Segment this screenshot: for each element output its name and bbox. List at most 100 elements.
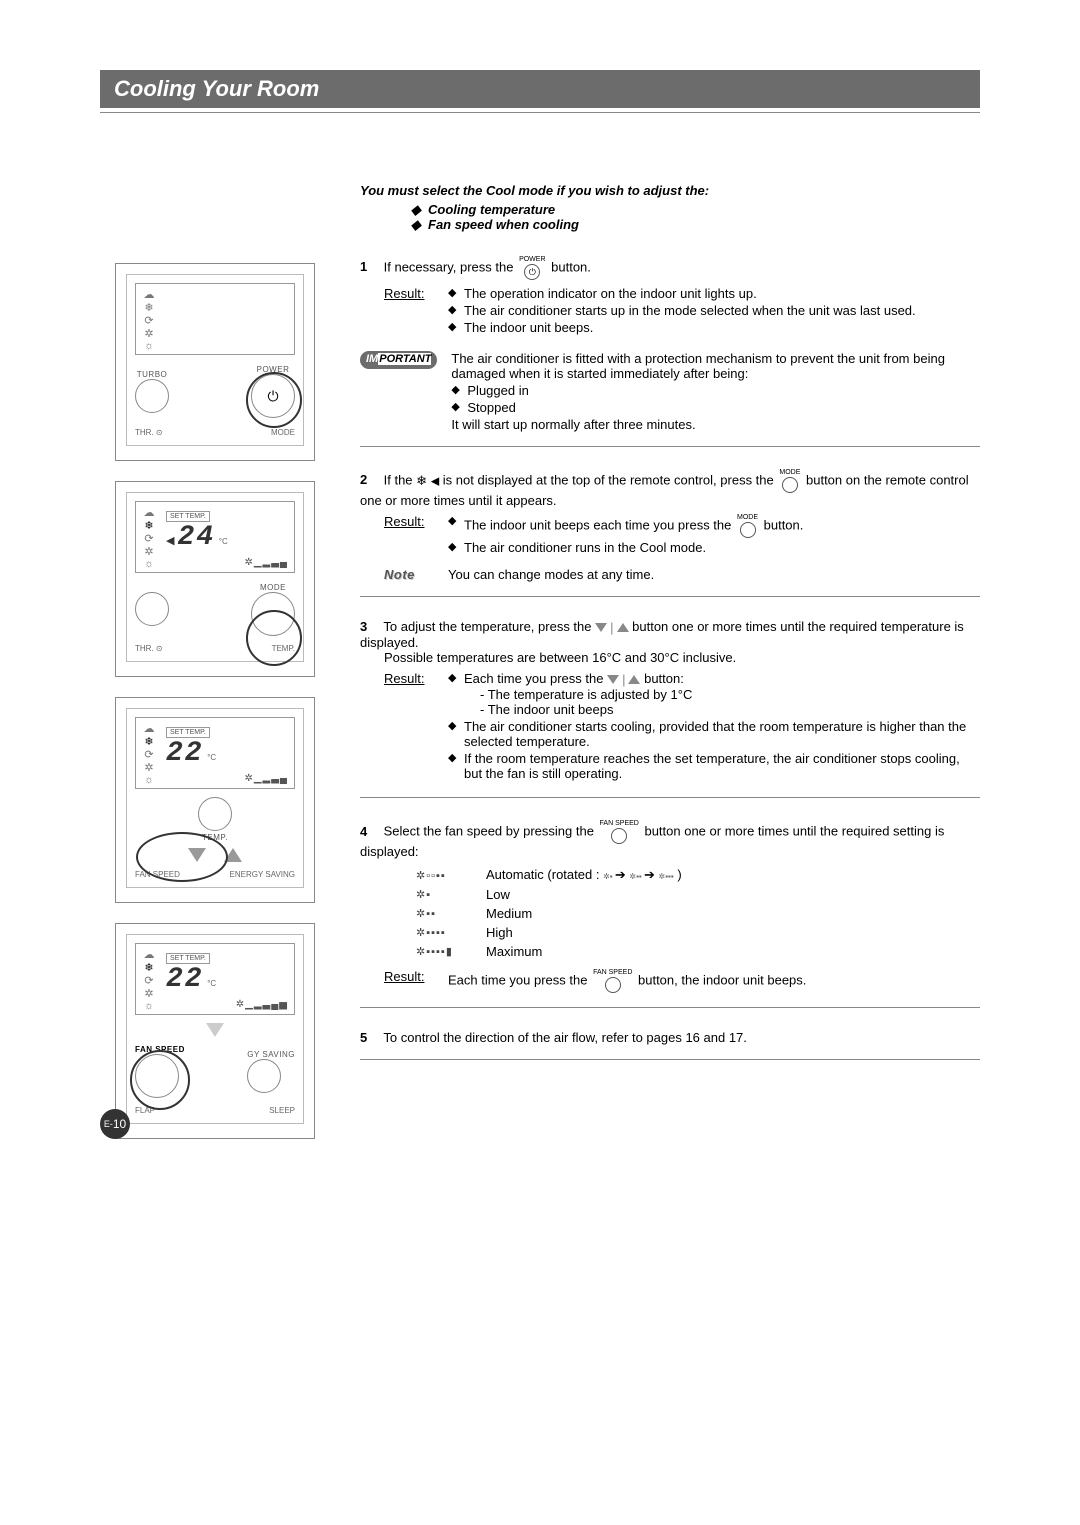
result-label: Result: xyxy=(384,671,448,783)
step-result: Result: Each time you press the FAN SPEE… xyxy=(384,969,980,993)
triangle-up-icon xyxy=(617,623,629,632)
result-label: Result: xyxy=(384,969,448,993)
result-item: Each time you press the | button: - The … xyxy=(448,671,980,717)
step-result: Result: The operation indicator on the i… xyxy=(384,286,980,337)
important-item: Plugged in xyxy=(451,383,980,398)
thr-label: THR. ⊙ xyxy=(135,644,163,653)
remote-illustration-4: ☁❄⟳✲☼ SET TEMP. 22 °C ✲▁▂▃▄▅ xyxy=(115,923,315,1139)
energy-label: GY SAVING xyxy=(247,1050,295,1059)
result-label: Result: xyxy=(384,286,448,337)
page-title: Cooling Your Room xyxy=(100,70,980,108)
lcd-unit: °C xyxy=(219,537,228,546)
note-block: Note You can change modes at any time. xyxy=(384,567,980,582)
energy-button xyxy=(247,1059,281,1093)
step-text: Possible temperatures are between 16°C a… xyxy=(384,650,980,665)
result-bullets: Each time you press the | button: - The … xyxy=(448,671,980,783)
remote-lcd: ☁❄⟳✲☼ SET TEMP. 22 °C ✲▁▂▃▄▅ xyxy=(135,943,295,1015)
fan-bars-icon: ✲▪▪▪▪ xyxy=(416,926,468,939)
fan-bars-icon: ✲▪ xyxy=(416,888,468,901)
sleep-label: SLEEP xyxy=(269,1106,295,1115)
remote-illustration-3: ☁❄⟳✲☼ SET TEMP. 22 °C ✲▁▂▃▄ TEMP. xyxy=(115,697,315,903)
step-result: Result: Each time you press the | button… xyxy=(384,671,980,783)
lcd-temp: 22 xyxy=(166,964,204,995)
temp-up-icon xyxy=(224,848,242,862)
fan-speed-button xyxy=(135,1054,179,1098)
triangle-up-icon xyxy=(628,675,640,684)
fan-speed-icon: FAN SPEED xyxy=(593,969,632,993)
important-badge: IMPORTANT xyxy=(360,351,437,369)
content-columns: ☁❄⟳✲☼ TURBO POWER ⏻ xyxy=(100,153,980,1139)
important-bullets: Plugged in Stopped xyxy=(451,383,980,415)
lcd-temp: 22 xyxy=(166,738,204,769)
page-number-badge: E-10 xyxy=(100,1109,130,1139)
lcd-fan-indicator: ✲▁▂▃▄ xyxy=(244,773,288,784)
power-icon: POWER ⏻ xyxy=(519,256,545,280)
important-lead: The air conditioner is fitted with a pro… xyxy=(451,351,980,381)
result-label: Result: xyxy=(384,514,448,557)
lcd-temp: 24 xyxy=(178,522,216,553)
turbo-button xyxy=(135,379,169,413)
separator xyxy=(360,1059,980,1060)
step-number: 1 xyxy=(360,259,380,274)
remote-illustration-2: ☁❄⟳✲☼ SET TEMP. ◀ 24 °C ✲▁▂▃▄ xyxy=(115,481,315,677)
intro-bullets: Cooling temperature Fan speed when cooli… xyxy=(388,202,980,232)
remote-lcd: ☁❄⟳✲☼ SET TEMP. ◀ 24 °C ✲▁▂▃▄ xyxy=(135,501,295,573)
separator xyxy=(360,797,980,798)
fan-speed-row: ✲▪▪ Medium xyxy=(416,906,980,921)
fan-bars-icon: ✲▪▪▪▪▮ xyxy=(416,945,468,958)
step-number: 5 xyxy=(360,1030,380,1045)
separator xyxy=(360,1007,980,1008)
result-bullets: The operation indicator on the indoor un… xyxy=(448,286,916,337)
title-rule xyxy=(100,112,980,113)
result-item: If the room temperature reaches the set … xyxy=(448,751,980,781)
separator xyxy=(360,596,980,597)
important-tail: It will start up normally after three mi… xyxy=(451,417,980,432)
triangle-down-icon xyxy=(595,623,607,632)
fan-speed-row: ✲▪▪▪▪ High xyxy=(416,925,980,940)
result-subitem: - The indoor unit beeps xyxy=(480,702,980,717)
turbo-button xyxy=(198,797,232,831)
lcd-mode-icons: ☁❄⟳✲☼ xyxy=(136,284,162,354)
fan-label: FAN SPEED xyxy=(135,870,180,879)
important-block: IMPORTANT The air conditioner is fitted … xyxy=(360,351,980,432)
fan-speed-icon: FAN SPEED xyxy=(600,820,639,844)
step-number: 2 xyxy=(360,472,380,487)
intro-bullet: Cooling temperature xyxy=(428,202,980,217)
step-1: 1 If necessary, press the POWER ⏻ button… xyxy=(360,256,980,447)
mode-label: MODE xyxy=(251,583,295,592)
lcd-fan-indicator: ✲▁▂▃▄▅ xyxy=(236,999,288,1010)
snowflake-icon: ❄ xyxy=(416,473,427,489)
lcd-unit: °C xyxy=(207,979,216,988)
power-label: POWER xyxy=(251,365,295,374)
lcd-mode-icons: ☁❄⟳✲☼ xyxy=(136,944,162,1014)
lcd-mode-icons: ☁❄⟳✲☼ xyxy=(136,718,162,788)
step-2: 2 If the ❄ ◀ is not displayed at the top… xyxy=(360,469,980,597)
result-item: The air conditioner starts up in the mod… xyxy=(448,303,916,318)
step-text: If the xyxy=(384,472,417,487)
fan-bars-icon: ✲▪▪ xyxy=(416,907,468,920)
triangle-down-icon xyxy=(607,675,619,684)
remote-lcd: ☁❄⟳✲☼ SET TEMP. 22 °C ✲▁▂▃▄ xyxy=(135,717,295,789)
fan-label: FAN SPEED xyxy=(135,1045,185,1054)
step-list: 1 If necessary, press the POWER ⏻ button… xyxy=(360,256,980,1060)
step-4: 4 Select the fan speed by pressing the F… xyxy=(360,820,980,1008)
lcd-fan-indicator: ✲▁▂▃▄ xyxy=(244,557,288,568)
fan-bars-icon: ✲▫▫▪▪ xyxy=(416,869,468,882)
step-text: Select the fan speed by pressing the xyxy=(384,824,598,839)
important-item: Stopped xyxy=(451,400,980,415)
instructions-column: You must select the Cool mode if you wis… xyxy=(360,153,980,1139)
templbl: TEMP. xyxy=(135,833,295,842)
result-item: The operation indicator on the indoor un… xyxy=(448,286,916,301)
step-number: 3 xyxy=(360,619,380,634)
step-text-tail: button. xyxy=(551,259,591,274)
turbo-label: TURBO xyxy=(135,370,169,379)
mode-icon: MODE xyxy=(737,514,758,538)
step-text: To control the direction of the air flow… xyxy=(383,1030,747,1045)
fan-speed-row: ✲▫▫▪▪ Automatic (rotated : ✲▪ ➔ ✲▪▪ ➔ ✲▪… xyxy=(416,867,980,883)
illustration-column: ☁❄⟳✲☼ TURBO POWER ⏻ xyxy=(100,153,330,1139)
thr-label: THR. ⊙ xyxy=(135,428,163,437)
intro-bullet: Fan speed when cooling xyxy=(428,217,980,232)
temp-buttons-icon: | xyxy=(595,620,628,635)
turbo-button xyxy=(135,592,169,626)
energy-label: ENERGY SAVING xyxy=(230,870,296,879)
